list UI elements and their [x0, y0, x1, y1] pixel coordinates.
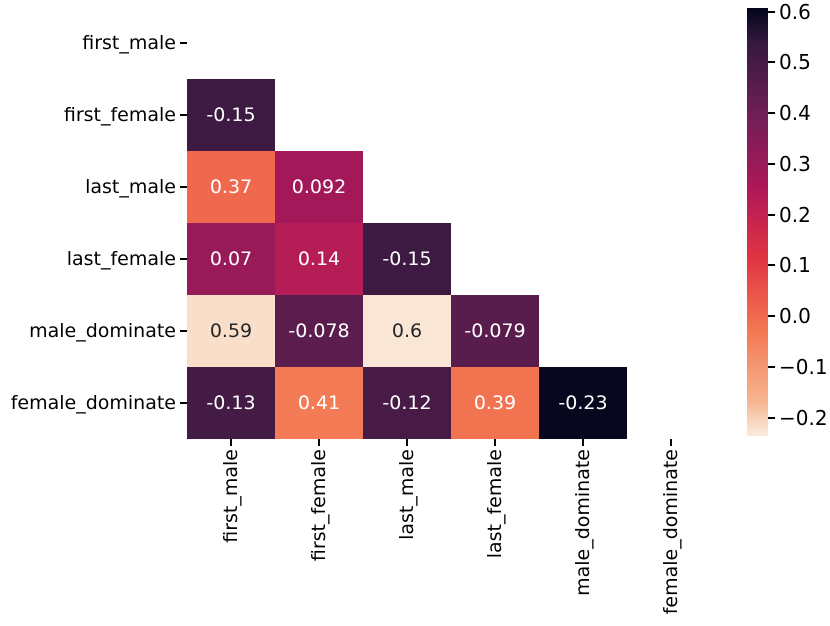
colorbar-tick-label: 0.6: [779, 0, 811, 24]
y-axis-tick: [180, 186, 187, 188]
colorbar-tick: [768, 365, 775, 368]
colorbar-gradient: [747, 8, 768, 436]
x-axis-tick: [582, 439, 584, 446]
heatmap-cell-value: -0.23: [539, 367, 627, 439]
heatmap-cell-value: -0.12: [363, 367, 451, 439]
colorbar-tick: [768, 162, 775, 165]
x-axis-tick: [494, 439, 496, 446]
colorbar-tick-label: 0.4: [779, 101, 811, 126]
heatmap-cell-value: 0.07: [187, 223, 275, 295]
y-axis-label: last_female: [66, 248, 176, 270]
x-axis-tick: [670, 439, 672, 446]
x-axis-label: first_female: [308, 449, 330, 562]
y-axis-label: first_male: [82, 32, 176, 54]
y-axis-tick: [180, 402, 187, 404]
heatmap-cell-value: 0.37: [187, 151, 275, 223]
colorbar-tick: [768, 315, 775, 318]
colorbar-tick-label: −0.2: [779, 405, 828, 430]
colorbar-tick: [768, 10, 775, 13]
y-axis-tick: [180, 258, 187, 260]
y-axis-label: male_dominate: [29, 320, 176, 342]
x-axis-label: male_dominate: [572, 449, 594, 596]
y-axis-label: last_male: [85, 176, 176, 198]
heatmap-cell-value: 0.41: [275, 367, 363, 439]
x-axis-tick: [318, 439, 320, 446]
colorbar-tick-label: 0.2: [779, 202, 811, 227]
heatmap-cell-value: 0.6: [363, 295, 451, 367]
colorbar-tick: [768, 112, 775, 115]
heatmap-cell-value: 0.39: [451, 367, 539, 439]
colorbar-tick-label: 0.5: [779, 50, 811, 75]
colorbar-tick-label: 0.3: [779, 151, 811, 176]
colorbar-tick: [768, 264, 775, 267]
x-axis-label: female_dominate: [660, 449, 682, 615]
colorbar-tick: [768, 61, 775, 64]
y-axis-label: first_female: [63, 104, 176, 126]
y-axis-label: female_dominate: [10, 392, 176, 414]
heatmap-cell-value: 0.14: [275, 223, 363, 295]
colorbar-tick: [768, 213, 775, 216]
x-axis-label: last_female: [484, 449, 506, 559]
colorbar-tick-label: 0.1: [779, 253, 811, 278]
y-axis-tick: [180, 114, 187, 116]
heatmap-cell-value: -0.13: [187, 367, 275, 439]
x-axis-label: last_male: [396, 449, 418, 540]
heatmap-cell-value: -0.15: [187, 79, 275, 151]
colorbar-tick: [768, 416, 775, 419]
x-axis-tick: [230, 439, 232, 446]
heatmap-cell-value: -0.079: [451, 295, 539, 367]
y-axis-tick: [180, 42, 187, 44]
heatmap-cell-value: -0.078: [275, 295, 363, 367]
colorbar-tick-label: 0.0: [779, 304, 811, 329]
colorbar-tick-label: −0.1: [779, 354, 828, 379]
y-axis-tick: [180, 330, 187, 332]
x-axis-label: first_male: [220, 449, 242, 543]
x-axis-tick: [406, 439, 408, 446]
heatmap-cell-value: 0.092: [275, 151, 363, 223]
heatmap-cell-value: 0.59: [187, 295, 275, 367]
heatmap-cell-value: -0.15: [363, 223, 451, 295]
